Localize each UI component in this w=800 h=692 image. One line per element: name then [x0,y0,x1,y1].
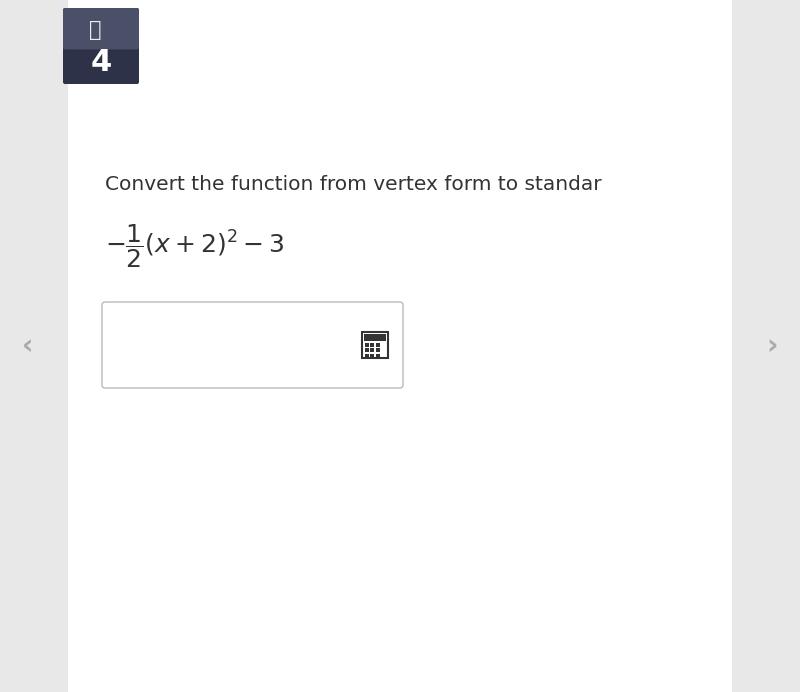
FancyBboxPatch shape [375,348,379,352]
Text: ›: › [766,332,778,360]
Text: 4: 4 [90,48,112,77]
Text: ‹: ‹ [22,332,34,360]
FancyBboxPatch shape [365,343,369,347]
FancyBboxPatch shape [63,8,139,84]
FancyBboxPatch shape [375,354,379,358]
FancyBboxPatch shape [375,343,379,347]
FancyBboxPatch shape [365,354,369,358]
FancyBboxPatch shape [370,343,374,347]
Text: 🔧: 🔧 [89,20,102,40]
FancyBboxPatch shape [362,332,388,358]
FancyBboxPatch shape [68,0,732,692]
FancyBboxPatch shape [370,348,374,352]
FancyBboxPatch shape [102,302,403,388]
FancyBboxPatch shape [63,8,139,49]
Text: Convert the function from vertex form to standar: Convert the function from vertex form to… [105,175,602,194]
FancyBboxPatch shape [370,354,374,358]
Text: $-\dfrac{1}{2}\left(x + 2\right)^{2} - 3$: $-\dfrac{1}{2}\left(x + 2\right)^{2} - 3… [105,222,285,270]
FancyBboxPatch shape [364,334,386,341]
FancyBboxPatch shape [365,348,369,352]
